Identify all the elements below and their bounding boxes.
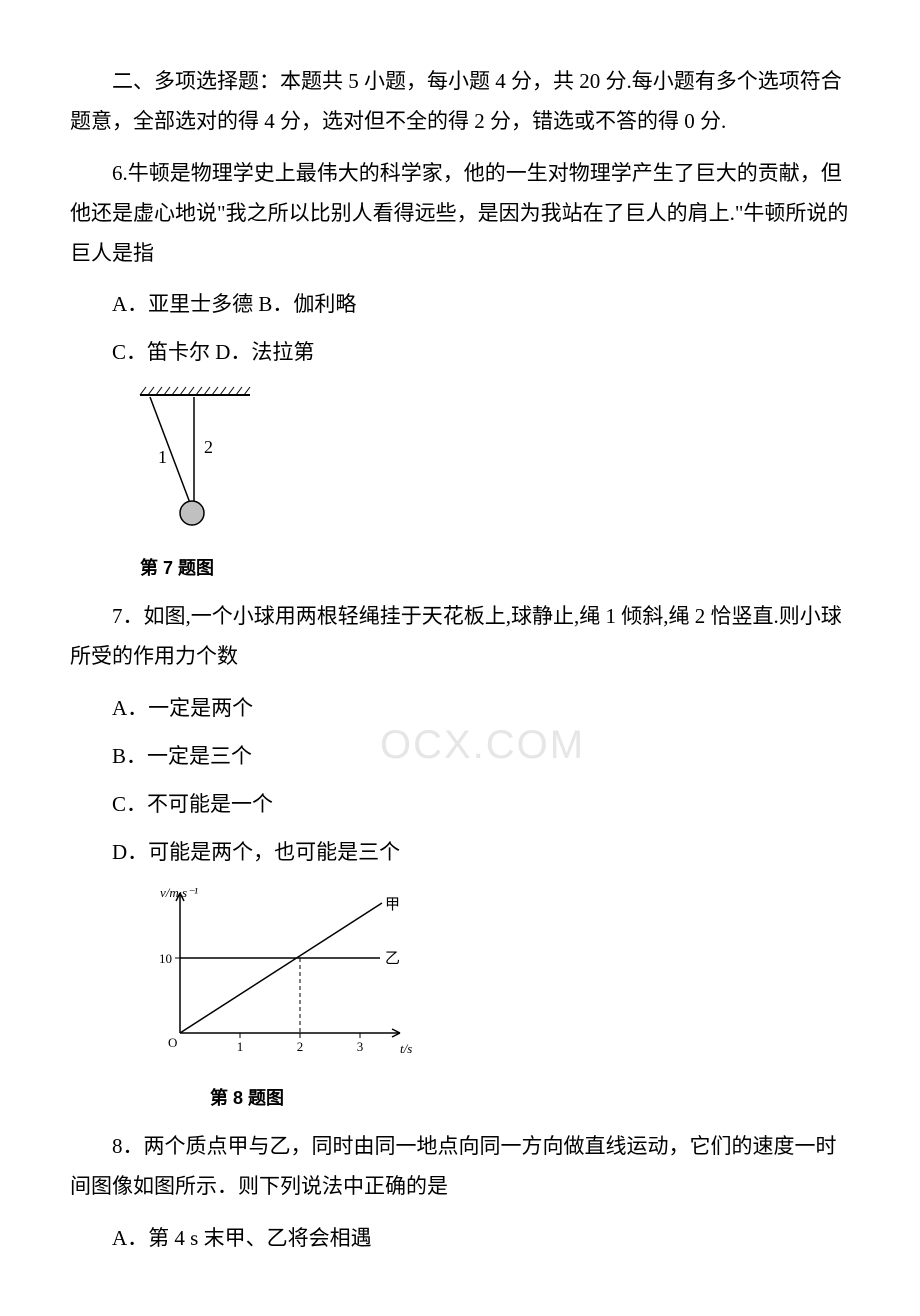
q7-optC: C．不可能是一个 xyxy=(70,785,850,825)
svg-text:O: O xyxy=(168,1035,177,1050)
q7-optB: B．一定是三个 xyxy=(70,737,850,777)
q6-text: 6.牛顿是物理学史上最伟大的科学家，他的一生对物理学产生了巨大的贡献，但他还是虚… xyxy=(70,154,850,274)
svg-text:2: 2 xyxy=(204,437,213,457)
figure-7-caption: 第 7 题图 xyxy=(140,551,850,585)
svg-text:2: 2 xyxy=(297,1039,304,1054)
svg-text:1: 1 xyxy=(237,1039,244,1054)
svg-text:t/s: t/s xyxy=(400,1041,412,1056)
figure-7: 12 xyxy=(130,383,850,547)
q6-optAB: A．亚里士多德 B．伽利略 xyxy=(70,285,850,325)
svg-text:乙: 乙 xyxy=(385,951,400,967)
svg-text:v/m·s⁻¹: v/m·s⁻¹ xyxy=(160,885,198,900)
figure-8-caption: 第 8 题图 xyxy=(210,1081,850,1115)
q8-optA: A．第 4 s 末甲、乙将会相遇 xyxy=(70,1219,850,1259)
q6-optCD: C．笛卡尔 D．法拉第 xyxy=(70,333,850,373)
q7-optD: D．可能是两个，也可能是三个 xyxy=(70,833,850,873)
q8-text: 8．两个质点甲与乙，同时由同一地点向同一方向做直线运动，它们的速度一时间图像如图… xyxy=(70,1127,850,1207)
q7-optA: A．一定是两个 xyxy=(70,689,850,729)
svg-text:10: 10 xyxy=(159,951,172,966)
figure-8: 1 2 3 10 乙 甲 v/m·s⁻¹ t/s O xyxy=(130,883,850,1077)
section-heading: 二、多项选择题：本题共 5 小题，每小题 4 分，共 20 分.每小题有多个选项… xyxy=(70,62,850,142)
svg-text:甲: 甲 xyxy=(385,897,400,913)
svg-text:3: 3 xyxy=(357,1039,364,1054)
svg-text:1: 1 xyxy=(158,447,167,467)
q7-text: 7．如图,一个小球用两根轻绳挂于天花板上,球静止,绳 1 倾斜,绳 2 恰竖直.… xyxy=(70,597,850,677)
